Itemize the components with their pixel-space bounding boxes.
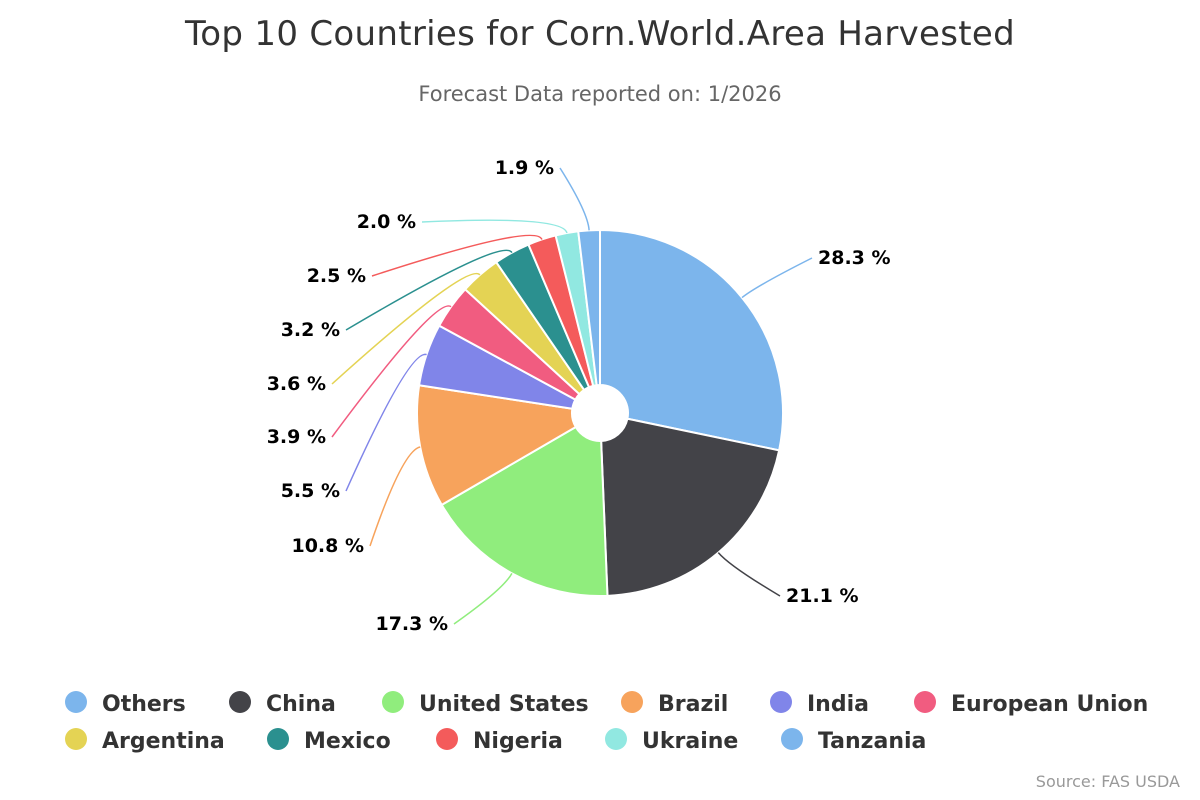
legend-symbol — [914, 691, 936, 713]
data-label-nigeria: 2.5 % — [307, 265, 366, 287]
connector-european-union — [331, 305, 452, 438]
legend-symbol — [229, 691, 251, 713]
pie-slice-united-states[interactable] — [440, 425, 609, 597]
connector-china — [717, 552, 781, 597]
chart-subtitle: Forecast Data reported on: 1/2026 — [418, 82, 782, 106]
legend-label: China — [266, 692, 336, 717]
pie-slices — [416, 228, 784, 597]
legend-label: India — [807, 692, 869, 717]
legend-item-tanzania[interactable]: Tanzania — [781, 728, 926, 754]
data-label-brazil: 10.8 % — [291, 535, 364, 557]
legend-item-argentina[interactable]: Argentina — [65, 728, 225, 754]
connector-ukraine — [421, 219, 568, 234]
legend-symbol — [605, 728, 627, 750]
data-label-united-states: 17.3 % — [375, 613, 448, 635]
legend-label: Tanzania — [818, 729, 926, 754]
pie-slice-brazil[interactable] — [416, 384, 578, 507]
data-label-india: 5.5 % — [281, 480, 340, 502]
legend-symbol — [65, 691, 87, 713]
legend-symbol — [65, 728, 87, 750]
pie-slice-others[interactable] — [599, 228, 784, 452]
connector-india — [345, 353, 427, 492]
data-label-tanzania: 1.9 % — [495, 157, 554, 179]
connector-mexico — [345, 249, 513, 331]
legend-label: United States — [419, 692, 589, 717]
pie-slice-tanzania[interactable] — [577, 228, 601, 387]
legend-label: Others — [102, 692, 186, 717]
connector-united-states — [453, 573, 513, 625]
connector-tanzania — [559, 167, 590, 231]
data-labels: 28.3 % 21.1 % 17.3 % 10.8 % 5.5 % 3.9 % 3.6 % 3… — [267, 157, 891, 635]
data-label-ukraine: 2.0 % — [357, 211, 416, 233]
connector-others — [741, 257, 813, 299]
legend-label: Nigeria — [473, 729, 563, 754]
data-label-argentina: 3.6 % — [267, 373, 326, 395]
pie-slice-china[interactable] — [600, 417, 781, 597]
legend-symbol — [436, 728, 458, 750]
legend-label: Ukraine — [642, 729, 738, 754]
chart-title: Top 10 Countries for Corn.World.Area Har… — [185, 14, 1015, 54]
legend-label: Brazil — [658, 692, 728, 717]
legend-item-brazil[interactable]: Brazil — [621, 691, 728, 717]
legend-symbol — [770, 691, 792, 713]
legend-symbol — [621, 691, 643, 713]
legend-item-others[interactable]: Others — [65, 691, 186, 717]
legend-item-nigeria[interactable]: Nigeria — [436, 728, 563, 754]
legend-symbol — [382, 691, 404, 713]
connector-argentina — [331, 272, 481, 385]
legend-item-china[interactable]: China — [229, 691, 336, 717]
legend-label: Mexico — [304, 729, 391, 754]
data-label-european-union: 3.9 % — [267, 426, 326, 448]
legend-item-india[interactable]: India — [770, 691, 869, 717]
connector-brazil — [369, 446, 421, 547]
legend-item-european-union[interactable]: European Union — [914, 691, 1148, 717]
legend-label: Argentina — [102, 729, 225, 754]
legend-item-mexico[interactable]: Mexico — [267, 728, 391, 754]
legend-symbol — [781, 728, 803, 750]
legend-label: European Union — [951, 692, 1148, 717]
legend-item-ukraine[interactable]: Ukraine — [605, 728, 738, 754]
legend-symbol — [267, 728, 289, 750]
data-label-china: 21.1 % — [786, 585, 859, 607]
data-label-others: 28.3 % — [818, 247, 891, 269]
connector-nigeria — [371, 234, 543, 277]
data-label-mexico: 3.2 % — [281, 319, 340, 341]
legend[interactable]: Others China United States Brazil India Europ… — [65, 691, 1148, 754]
chart-credit[interactable]: Source: FAS USDA — [1035, 772, 1180, 791]
data-label-connectors — [331, 167, 813, 625]
legend-item-united-states[interactable]: United States — [382, 691, 589, 717]
